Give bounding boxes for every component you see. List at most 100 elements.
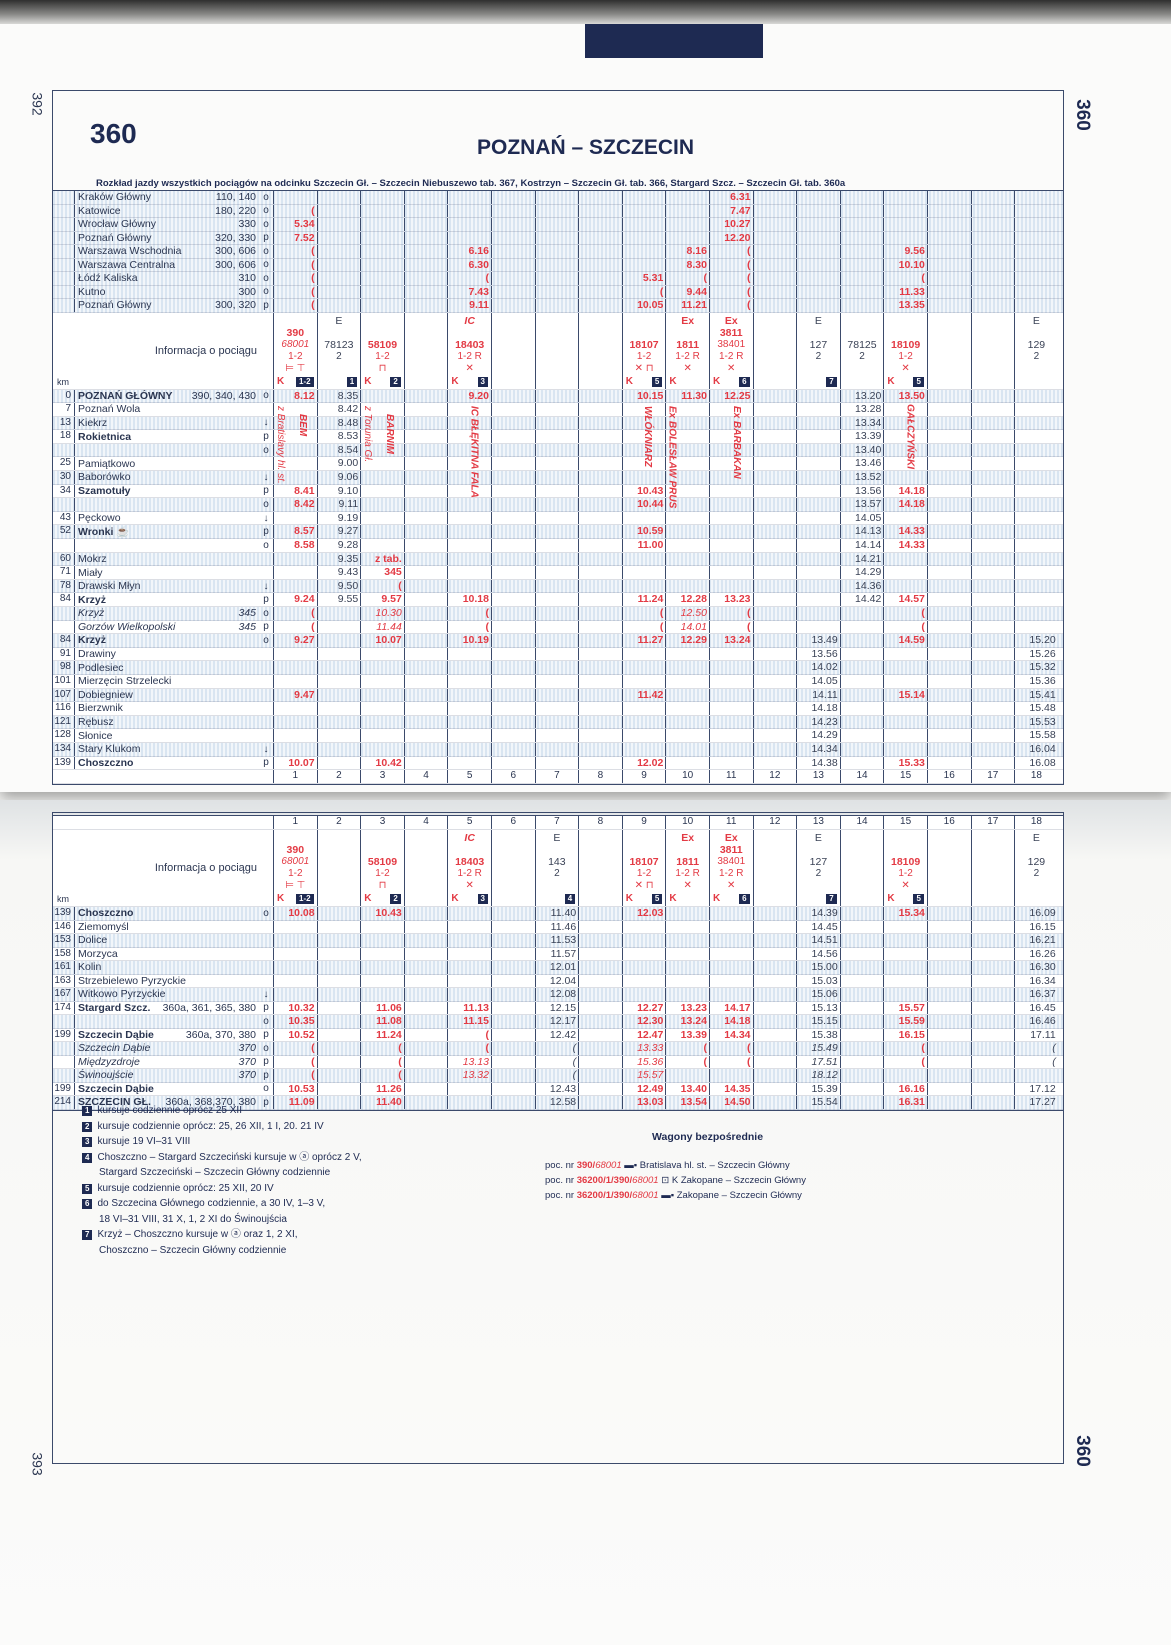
time-cell [578, 299, 622, 312]
through-coach-item: poc. nr 36200/1/390/68001 ⊡ K Zakopane –… [545, 1173, 806, 1188]
time-cell [490, 947, 535, 960]
time-cell: 12.15 [534, 1001, 579, 1014]
time-cell [534, 729, 579, 742]
footnote-ref: 4 [564, 894, 576, 904]
km-value: 101 [53, 674, 75, 688]
time-cell: 8.30 [665, 258, 709, 271]
column-number: 1 [273, 816, 317, 829]
column-number: 3 [360, 770, 404, 784]
time-cell [273, 702, 317, 715]
time-cell: 17.12 [1014, 1082, 1058, 1095]
time-cell [665, 471, 709, 484]
time-cell [926, 674, 971, 688]
reservation-k: K [277, 375, 285, 387]
spacer [536, 844, 579, 856]
time-cell: ( [534, 1055, 579, 1068]
time-cell: 13.56 [796, 647, 840, 661]
time-cell [708, 742, 753, 756]
table-row: 199 Szczecin Dąbie o 10.53 11.26 12.43 12.49 13… [53, 1082, 1063, 1096]
station-name: Pęckowo [78, 512, 121, 525]
time-cell: 11.27 [621, 634, 666, 647]
train-info-label-cell: Informacja o pociągu km [53, 313, 273, 389]
time-cell [403, 430, 448, 443]
time-cell [1014, 218, 1058, 231]
time-cell [708, 566, 753, 579]
time-cell [403, 552, 448, 566]
train-info-line: 2 [859, 350, 865, 362]
time-cell [1014, 593, 1058, 606]
time-cell: 9.35 [316, 552, 361, 566]
train-info-col-16 [926, 312, 971, 389]
time-cell [316, 1042, 361, 1055]
time-cell [403, 484, 448, 498]
time-cell [316, 988, 361, 1001]
time-cell [403, 1042, 448, 1055]
station-name: Ziemomyśl [78, 920, 129, 933]
time-cell [970, 191, 1015, 204]
time-cell [665, 988, 709, 1001]
time-cell: 14.18 [883, 498, 927, 511]
train-info-col-10: Ex 1811 1-2 R ✕ K [665, 312, 709, 389]
time-cell [883, 511, 927, 525]
time-cell: 8.16 [665, 245, 709, 258]
time-cell [926, 688, 971, 702]
train-info-line: 1-2 [636, 868, 652, 879]
column-number: 3 [360, 816, 404, 829]
time-cell [360, 647, 404, 661]
coach-type-icon: ▬▪ [661, 1190, 675, 1201]
km-value [53, 191, 75, 204]
time-cell [752, 607, 797, 620]
time-cell: 10.15 [621, 389, 666, 403]
footnote: 3 kursuje 19 VI–31 VIII [82, 1134, 362, 1150]
time-cell: 8.54 [316, 443, 361, 457]
time-cell [1014, 579, 1058, 593]
train-name-label: z Bratislavy hl. st. [275, 405, 286, 484]
time-cell [360, 484, 404, 498]
train-name-label: Ex BOLESŁAW PRUS [666, 405, 678, 508]
time-cell [273, 729, 317, 742]
train-info-line: ✕ [465, 362, 474, 374]
time-cell [926, 566, 971, 579]
time-cell [360, 661, 404, 674]
time-cell [752, 974, 797, 987]
time-cell [360, 457, 404, 471]
table-row: Poznań Główny 300, 320 p(9.11 10.05 11.21(13… [53, 299, 1063, 313]
time-cell [752, 593, 797, 606]
table-row: Krzyż 345 o(10.30((12.50(( [53, 607, 1063, 621]
time-cell: 14.05 [796, 674, 840, 688]
station-name: Bierzwnik [78, 702, 123, 715]
time-cell [273, 511, 317, 525]
train-info-line: 2 [815, 350, 822, 362]
train-info-line: 1-2 R [719, 350, 744, 362]
time-cell [926, 988, 971, 1001]
train-category: Ex [724, 832, 738, 844]
train-info-line: 2 [815, 868, 822, 879]
station-cell: o [53, 1015, 273, 1028]
time-cell [490, 430, 535, 443]
table-row: o 8.42 9.11 10.44 13.57 14.18 [53, 498, 1063, 512]
time-cell [708, 688, 753, 702]
time-cell [665, 443, 709, 457]
train-info-line: 18109 [891, 856, 921, 868]
km-value [53, 258, 75, 271]
time-cell [1014, 285, 1058, 298]
time-cell [534, 715, 579, 729]
time-cell [273, 416, 317, 430]
station-cell: Katowice 180, 220 o [53, 204, 273, 217]
table-row: Wrocław Główny 330 o 5.34 10.27 [53, 218, 1063, 232]
table-row: Warszawa Centralna 300, 606 o(6.30 8.30(10.… [53, 258, 1063, 272]
station-name: Rębusz [78, 716, 114, 729]
arr-dep-mark: o [263, 218, 269, 230]
station-name: Choszczno [78, 907, 134, 920]
station-name: Szczecin Dąbie [78, 1082, 154, 1095]
time-cell: 14.34 [708, 1028, 753, 1041]
time-cell: 8.12 [273, 389, 317, 403]
time-cell [752, 620, 797, 634]
through-coach-item: poc. nr 390/68001 ▬▪ Bratislava hl. st. … [545, 1158, 806, 1173]
time-cell: 18.12 [796, 1069, 840, 1082]
time-cell [970, 593, 1015, 606]
time-cell [447, 204, 491, 217]
time-cell [926, 920, 971, 933]
footnote-ref: 6 [739, 376, 750, 387]
time-cell [970, 484, 1015, 498]
